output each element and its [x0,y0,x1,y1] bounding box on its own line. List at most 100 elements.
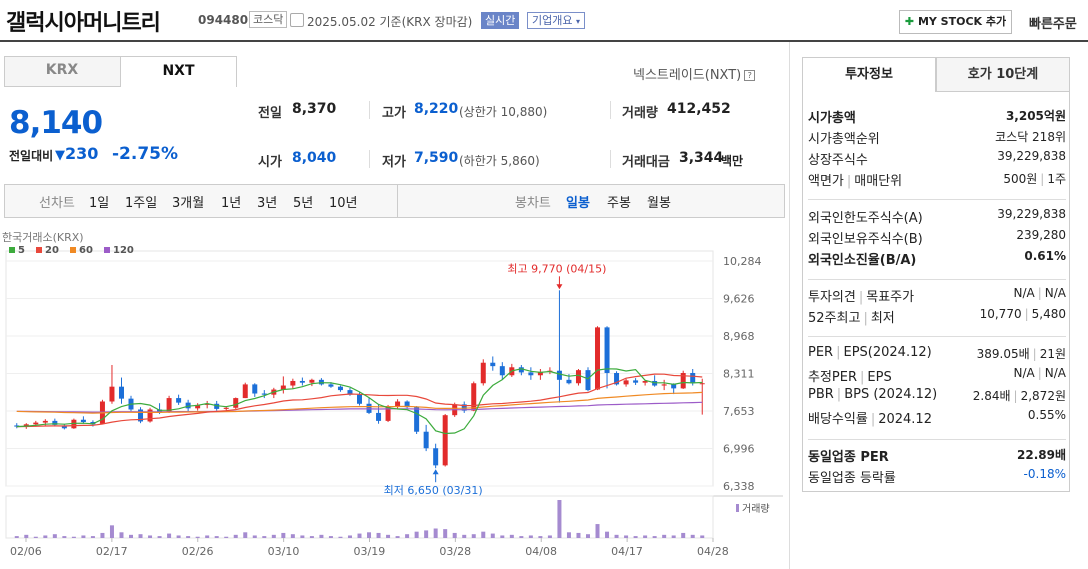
volume-bar [281,532,286,538]
info-value2-text: 2,872원 [1020,389,1066,403]
info-value: N/A | N/A [1013,286,1066,300]
volume-legend-label: 거래량 [742,503,770,515]
candle-body [252,384,258,394]
info-value: 39,229,838 [997,207,1066,221]
period-1d[interactable]: 1일 [89,196,110,211]
divider [610,101,611,119]
info-key: 추정PER | EPS [808,366,892,385]
volume-bar [643,535,648,538]
realtime-badge[interactable]: 실시간 [481,12,520,29]
volume-bar [319,534,324,538]
info-key2-text: 매매단위 [854,174,903,189]
tab-nxt[interactable]: NXT [120,56,237,87]
candle-body [347,390,353,395]
volume-bar [471,534,476,538]
volume-bar [414,531,419,538]
volume-bar [300,535,305,538]
candle-daily[interactable]: 일봉 [566,196,590,211]
info-value-text: 코스닥 218위 [995,130,1066,144]
candle-body [80,419,86,423]
corp-overview-button[interactable]: 기업개요 ▾ [527,12,585,29]
legend-label: 20 [45,245,59,256]
info-value-text: 2.84배 [972,389,1011,403]
info-row: 동일업종 등락률 -0.18% [808,467,1066,486]
info-row: 액면가 | 매매단위 500원 | 1주 [808,170,1066,189]
info-key: 시가총액순위 [808,128,880,147]
y-tick-label: 6,996 [723,442,755,455]
info-key: 투자의견 | 목표주가 [808,286,914,305]
info-key: 시가총액 [808,107,856,126]
tab-krx[interactable]: KRX [45,62,79,78]
info-value-text: 22.89배 [1017,448,1066,462]
candle-body [242,384,248,399]
volume-bar [462,534,467,538]
info-value: 10,770 | 5,480 [980,307,1066,321]
volume-bar [338,536,343,538]
period-3m[interactable]: 3개월 [172,196,205,211]
candle-body [357,394,362,404]
info-separator [808,439,1066,440]
my-stock-add-button[interactable]: ✚ MY STOCK 추가 [899,10,1012,34]
current-price: 8,140 [9,105,103,141]
volume-bar [490,533,495,538]
price-chart[interactable]: 10,284 9,626 8,968 8,311 7,653 6,996 6,338 한국거래… [0,228,789,569]
info-key: 상장주식수 [808,149,868,168]
candle-body [433,448,439,466]
candle-body [414,407,420,432]
period-10y[interactable]: 10년 [329,196,358,211]
pipe-separator: | [846,174,852,189]
candle-weekly[interactable]: 주봉 [607,196,631,211]
candle-body [376,412,382,421]
volume-bar [262,536,267,538]
price-change-value: 230 [65,144,99,163]
legend-swatch [104,247,110,253]
legend-label: 60 [79,245,93,256]
candle-body [223,407,229,409]
pipe-separator: | [1024,307,1029,321]
volume-bar [585,534,590,538]
volume-bar [328,536,333,538]
prev-close-label: 전일 [258,106,282,121]
info-row: 외국인소진율(B/A) 0.61% [808,249,1066,268]
low-arrow-head [432,469,439,475]
volume-bar [690,534,695,538]
info-key-text: 배당수익률 [808,412,868,427]
volume-bar [195,536,200,538]
nextrade-link[interactable]: 넥스트레이드(NXT)? [633,64,756,83]
candle-body [176,398,182,403]
candle-body [442,415,448,466]
tab-invest-info[interactable]: 투자정보 [802,57,936,92]
high-value: 8,220 [414,101,459,117]
period-1w[interactable]: 1주일 [125,196,158,211]
period-5y[interactable]: 5년 [293,196,314,211]
info-row: 시가총액 3,205억원 [808,107,1066,126]
volume-bar [547,535,552,538]
volume-bar [167,533,172,538]
info-value-text: -0.18% [1023,467,1066,481]
period-3y[interactable]: 3년 [257,196,278,211]
info-key-text: 동일업종 PER [808,450,889,465]
x-tick-label: 03/19 [354,545,386,558]
candle-body [195,404,201,409]
volume-bar [538,536,543,538]
candle-body [299,380,305,383]
period-1y[interactable]: 1년 [221,196,242,211]
info-key-text: 시가총액순위 [808,132,880,147]
info-value-text: 0.55% [1027,408,1066,422]
candle-body [290,380,296,386]
info-value2-text: 21원 [1039,347,1066,361]
volume-bar [71,536,76,538]
volume-bar [557,500,562,538]
volume-bar [309,536,314,538]
help-icon[interactable]: ? [744,70,756,81]
legend-label: 5 [18,245,25,256]
candle-body [461,404,467,411]
legend-swatch [36,247,42,253]
quick-order-button[interactable]: 빠른주문 [1029,17,1077,32]
tab-orderbook[interactable]: 호가 10단계 [936,57,1070,92]
candle-body [566,379,572,384]
info-value: 2.84배 | 2,872원 [973,387,1066,404]
pipe-separator: | [1040,172,1045,186]
legend-swatch [9,247,15,253]
candle-monthly[interactable]: 월봉 [647,196,671,211]
